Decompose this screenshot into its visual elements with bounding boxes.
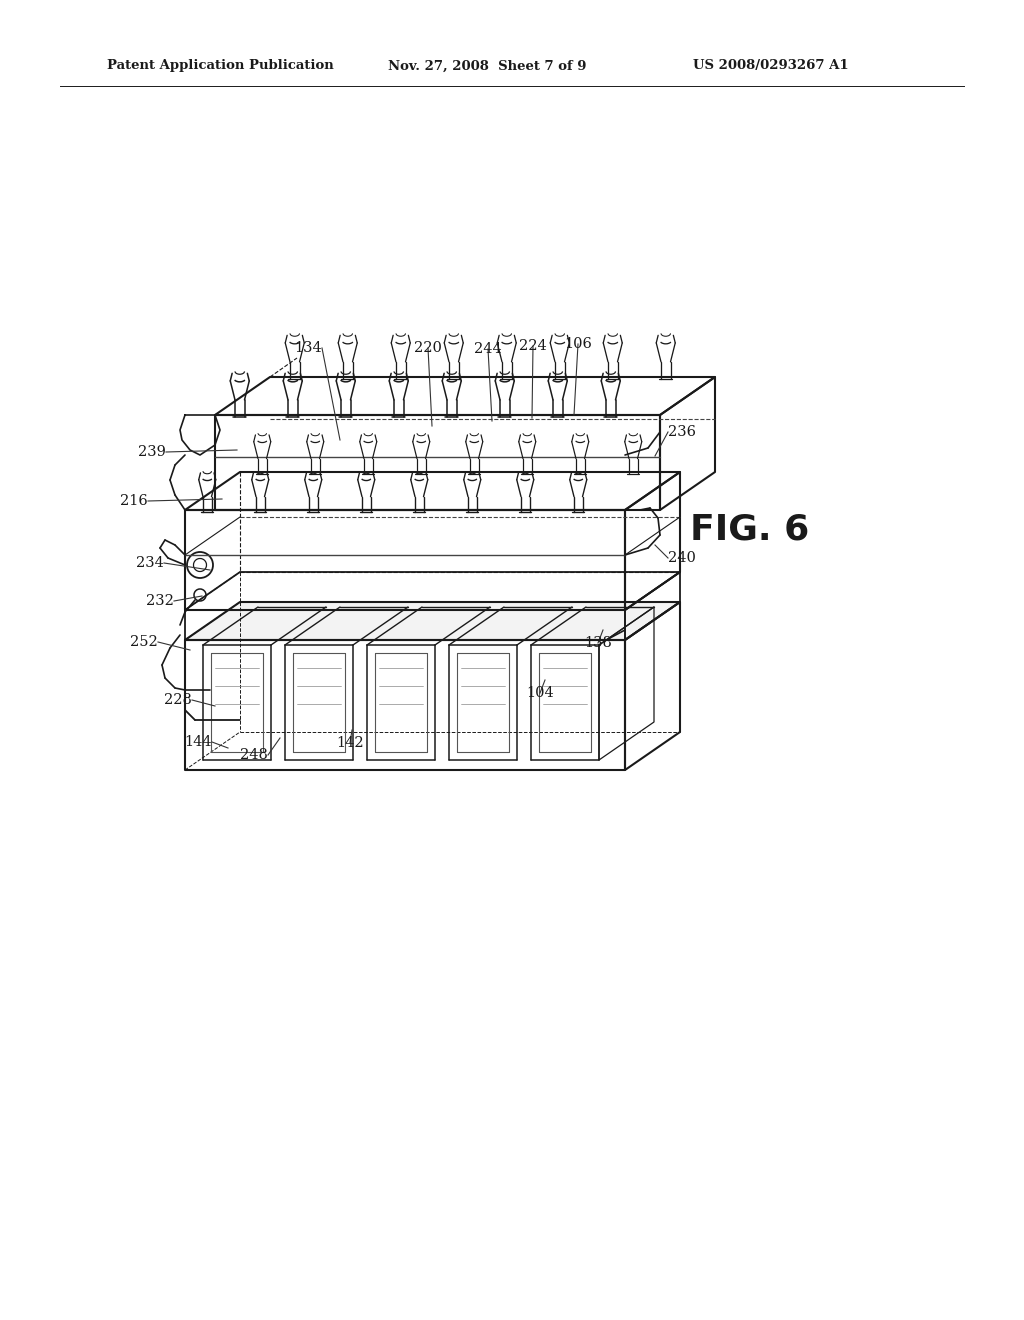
Text: 138: 138: [584, 636, 612, 649]
Text: 240: 240: [668, 550, 696, 565]
Text: 216: 216: [120, 494, 148, 508]
Text: 142: 142: [336, 737, 364, 750]
Text: 248: 248: [240, 748, 268, 762]
Text: 144: 144: [184, 735, 212, 748]
Text: 252: 252: [130, 635, 158, 649]
Text: 239: 239: [138, 445, 166, 459]
Text: 228: 228: [164, 693, 193, 708]
Text: 220: 220: [414, 341, 442, 355]
Text: US 2008/0293267 A1: US 2008/0293267 A1: [693, 59, 849, 73]
Text: 236: 236: [668, 425, 696, 440]
Text: 224: 224: [519, 339, 547, 352]
Text: 234: 234: [136, 556, 164, 570]
Text: Nov. 27, 2008  Sheet 7 of 9: Nov. 27, 2008 Sheet 7 of 9: [388, 59, 587, 73]
Text: Patent Application Publication: Patent Application Publication: [106, 59, 334, 73]
Polygon shape: [185, 602, 680, 640]
Text: FIG. 6: FIG. 6: [690, 513, 810, 546]
Text: 134: 134: [294, 341, 322, 355]
Text: 106: 106: [564, 337, 592, 351]
Text: 244: 244: [474, 342, 502, 356]
Text: 232: 232: [146, 594, 174, 609]
Text: 104: 104: [526, 686, 554, 700]
